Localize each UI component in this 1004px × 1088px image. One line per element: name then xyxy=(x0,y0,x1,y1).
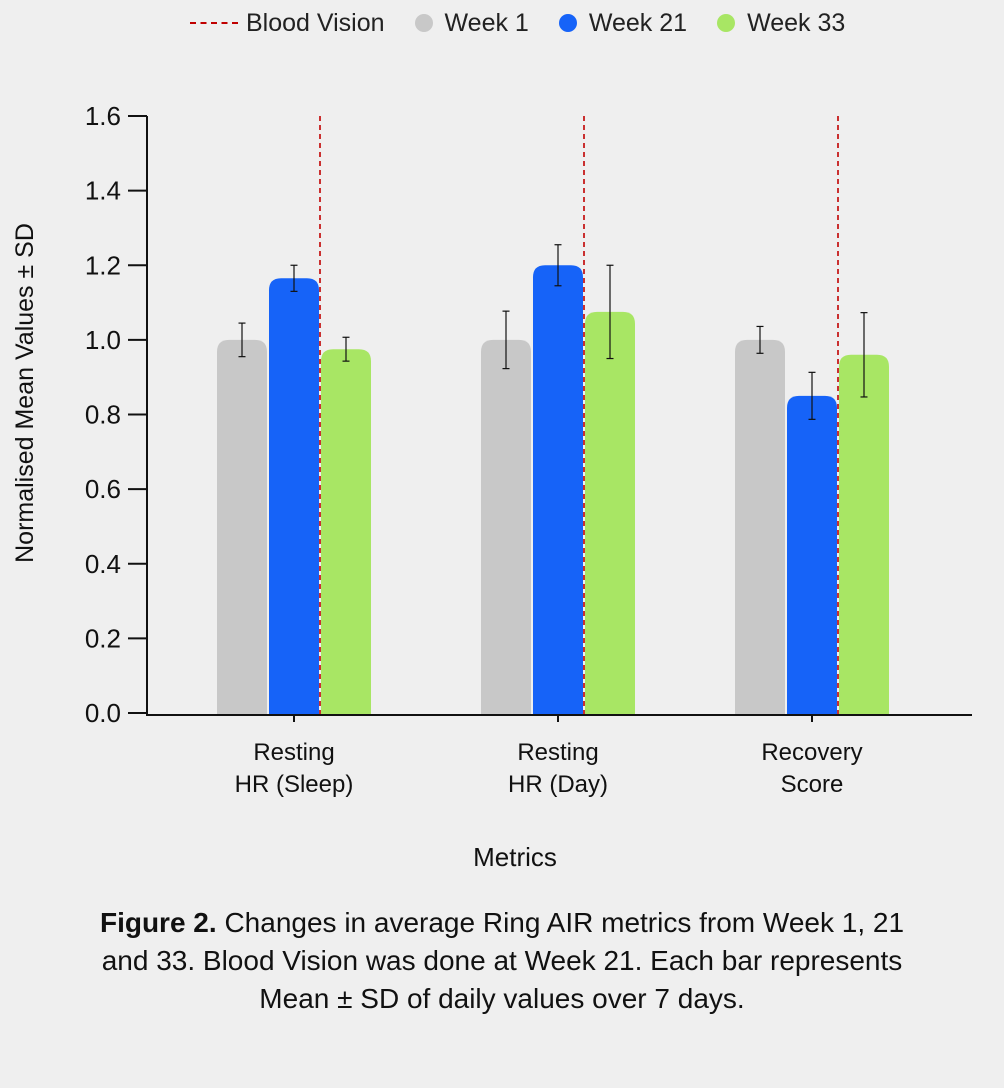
x-tick-label-0-line-2: HR (Sleep) xyxy=(235,771,354,798)
y-tick-label-4: 0.8 xyxy=(85,400,121,430)
bar-week-21-group-1 xyxy=(269,278,319,715)
chart-legend: Blood Vision Week 1 Week 21 Week 33 xyxy=(190,6,845,40)
caption-line-2: and 33. Blood Vision was done at Week 21… xyxy=(101,945,903,976)
legend-label-week-1: Week 1 xyxy=(444,8,529,37)
caption-label: Figure 2. xyxy=(99,907,217,938)
y-tick-label-1: 0.2 xyxy=(85,623,121,653)
caption-line-1: Figure 2. Changes in average Ring AIR me… xyxy=(0,904,1004,942)
y-tick-label-8: 1.6 xyxy=(85,101,121,131)
bar-week-21-group-2 xyxy=(533,265,583,715)
y-tick-label-2: 0.4 xyxy=(85,549,121,579)
bar-week-1-group-3 xyxy=(735,339,785,715)
x-tick-label-1-line-1: Resting xyxy=(517,739,598,766)
legend-item-blood-vision: Blood Vision xyxy=(190,9,385,38)
x-tick-label-1-line-2: HR (Day) xyxy=(508,771,608,798)
legend-dot-week-1 xyxy=(414,14,433,32)
y-tick-label-7: 1.4 xyxy=(85,176,121,206)
y-tick-label-0: 0.0 xyxy=(85,698,121,728)
y-tick-label-3: 0.6 xyxy=(85,474,121,504)
figure-caption: Figure 2. Changes in average Ring AIR me… xyxy=(0,904,1004,1018)
bar-week-33-group-1 xyxy=(321,349,371,715)
x-tick-label-2-line-2: Score xyxy=(781,771,844,798)
y-axis-title: Normalised Mean Values ± SD xyxy=(11,223,39,563)
bar-week-1-group-2 xyxy=(481,339,531,715)
legend-item-week-1: Week 1 xyxy=(414,8,529,38)
y-tick-label-5: 1.0 xyxy=(85,325,121,355)
legend-label-week-21: Week 21 xyxy=(588,8,688,37)
bar-week-1-group-1 xyxy=(217,339,267,715)
x-axis-title: Metrics xyxy=(473,842,557,872)
bar-chart: 0.0 0.2 0.4 0.6 0.8 1.0 1.2 1.4 1.6 Resting HR (Sl… xyxy=(11,101,972,872)
legend-item-week-33: Week 33 xyxy=(717,9,845,38)
legend-dot-week-21 xyxy=(558,14,577,32)
legend-dashed-line-swatch xyxy=(190,22,238,24)
y-tick-label-6: 1.2 xyxy=(85,250,121,280)
x-tick-label-2-line-1: Recovery xyxy=(761,739,862,766)
caption-line-3: Mean ± SD of daily values over 7 days. xyxy=(259,983,745,1014)
bar-week-33-group-3 xyxy=(839,354,889,715)
bar-week-33-group-2 xyxy=(585,311,635,715)
legend-label-week-33: Week 33 xyxy=(747,8,846,37)
legend-label-blood-vision: Blood Vision xyxy=(246,8,385,37)
x-tick-label-0-line-1: Resting xyxy=(253,739,334,766)
bar-week-21-group-3 xyxy=(787,395,837,715)
legend-dot-week-33 xyxy=(717,14,736,32)
legend-item-week-21: Week 21 xyxy=(558,8,688,38)
caption-text-1: Changes in average Ring AIR metrics from… xyxy=(224,907,905,938)
